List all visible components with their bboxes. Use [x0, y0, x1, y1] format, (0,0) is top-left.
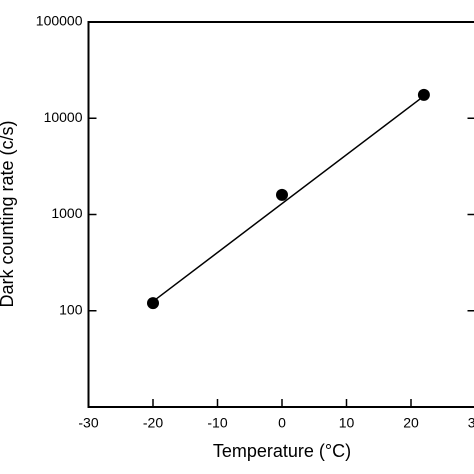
x-tick-label: 10 — [339, 415, 355, 431]
x-tick-label: -20 — [143, 415, 163, 431]
x-tick-label: 0 — [278, 415, 286, 431]
data-point — [147, 297, 159, 310]
y-tick-label: 10000 — [44, 109, 83, 125]
fit-line — [152, 95, 425, 303]
x-tick-label: -30 — [78, 415, 98, 431]
y-tick-label: 100000 — [36, 13, 83, 29]
data-point — [276, 188, 288, 201]
data-point — [417, 88, 430, 101]
y-tick-label: 1000 — [51, 205, 82, 221]
x-axis-label: Temperature (°C) — [213, 441, 351, 461]
x-tick-label: -10 — [207, 415, 227, 431]
y-axis-label: Dark counting rate (c/s) — [0, 120, 17, 307]
x-tick-label: 20 — [403, 415, 419, 431]
x-tick-label: 30 — [468, 415, 474, 431]
y-tick-label: 100 — [59, 301, 83, 317]
plot-frame — [87, 21, 474, 408]
